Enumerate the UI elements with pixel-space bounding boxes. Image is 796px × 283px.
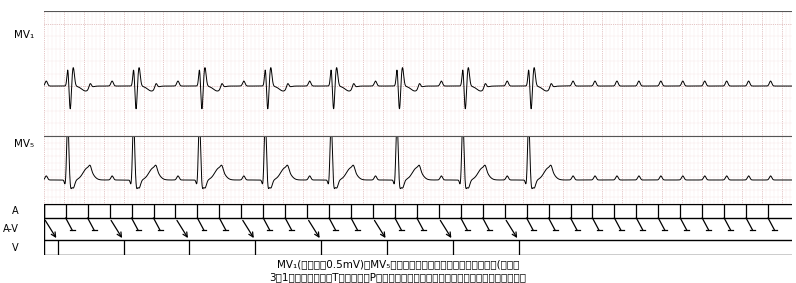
Text: MV₁(定准电压0.5mV)、MV₅导联同步记录，显示二度房室传导阻滞(房室呂: MV₁(定准电压0.5mV)、MV₅导联同步记录，显示二度房室传导阻滞(房室呂 [277, 259, 519, 269]
Text: 3：1传导，提示落在T波降肢上的P波在房室交接区发生隐匯性传导）、完全性右束支阻滞: 3：1传导，提示落在T波降肢上的P波在房室交接区发生隐匯性传导）、完全性右束支阻… [270, 272, 526, 282]
Text: MV₁: MV₁ [14, 30, 34, 40]
Text: A: A [12, 206, 19, 216]
Text: MV₅: MV₅ [14, 139, 34, 149]
Text: V: V [12, 243, 19, 252]
Text: A-V: A-V [3, 224, 19, 234]
